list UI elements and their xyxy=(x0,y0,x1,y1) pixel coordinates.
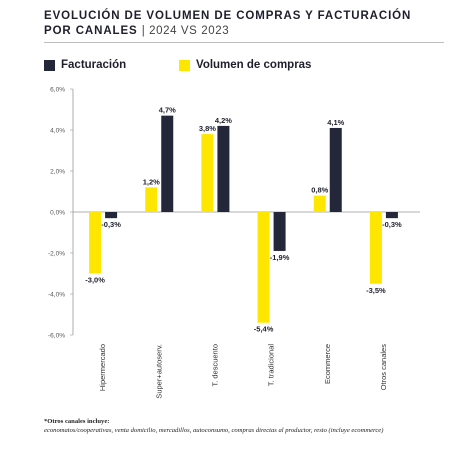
data-label-volumen: 1,2% xyxy=(143,177,160,186)
y-tick-label: 0,0% xyxy=(50,210,65,217)
legend-item-volumen: Volumen de compras xyxy=(179,59,311,71)
data-label-facturacion: 4,2% xyxy=(215,116,232,125)
legend-label-volumen: Volumen de compras xyxy=(196,59,312,71)
data-label-facturacion: 4,7% xyxy=(159,106,176,115)
bar-volumen xyxy=(369,212,382,284)
data-label-volumen: -3,5% xyxy=(366,286,386,295)
data-label-volumen: -3,0% xyxy=(85,276,105,285)
data-label-volumen: 3,8% xyxy=(199,124,216,133)
bar-volumen xyxy=(257,212,270,323)
data-label-facturacion: 4,1% xyxy=(327,118,344,127)
legend-swatch-facturacion xyxy=(44,59,55,71)
bar-facturacion xyxy=(217,125,230,212)
x-category-label: T. descuento xyxy=(210,344,219,387)
x-category-label: Hipermercado xyxy=(98,344,107,391)
y-tick-label: -4,0% xyxy=(48,292,65,299)
bar-volumen xyxy=(201,134,214,212)
bar-volumen xyxy=(89,212,102,274)
bar-facturacion xyxy=(161,115,174,212)
bar-facturacion xyxy=(329,127,342,212)
legend-item-facturacion: Facturación xyxy=(44,59,126,71)
title-line-2: POR CANALES | 2024 VS 2023 xyxy=(44,24,411,39)
y-tick-label: -2,0% xyxy=(48,251,65,258)
title-suffix: | 2024 VS 2023 xyxy=(141,25,230,37)
data-label-volumen: -5,4% xyxy=(254,325,274,334)
bar-volumen xyxy=(145,187,158,212)
title-divider xyxy=(44,42,444,43)
legend-swatch-volumen xyxy=(179,59,190,71)
x-category-label: Super+autoserv. xyxy=(154,344,163,399)
y-tick-label: 4,0% xyxy=(50,128,65,135)
data-label-volumen: 0,8% xyxy=(311,186,328,195)
y-tick-label: -6,0% xyxy=(48,333,65,340)
bar-facturacion xyxy=(385,212,398,219)
data-label-facturacion: -0,3% xyxy=(382,220,402,229)
bar-volumen xyxy=(313,195,326,212)
y-tick-label: 2,0% xyxy=(50,169,65,176)
footnote-label: *Otros canales incluye: xyxy=(44,418,110,425)
x-category-label: Otros canales xyxy=(379,344,388,391)
footnote-text: economatos/cooperativas, venta domicilio… xyxy=(44,427,384,434)
bar-facturacion xyxy=(105,212,118,219)
data-label-facturacion: -1,9% xyxy=(270,253,290,262)
title-main: POR CANALES xyxy=(44,25,138,37)
footnote: *Otros canales incluye: economatos/coope… xyxy=(44,417,383,435)
y-tick-label: 6,0% xyxy=(50,87,65,94)
bar-facturacion xyxy=(273,212,286,251)
legend-label-facturacion: Facturación xyxy=(61,59,127,71)
title-line-1: EVOLUCIÓN DE VOLUMEN DE COMPRAS Y FACTUR… xyxy=(44,10,412,22)
x-category-label: Ecommerce xyxy=(323,344,332,384)
data-label-facturacion: -0,3% xyxy=(101,220,121,229)
chart-title: EVOLUCIÓN DE VOLUMEN DE COMPRAS Y FACTUR… xyxy=(44,9,411,39)
x-category-label: T. tradicional xyxy=(267,344,276,386)
